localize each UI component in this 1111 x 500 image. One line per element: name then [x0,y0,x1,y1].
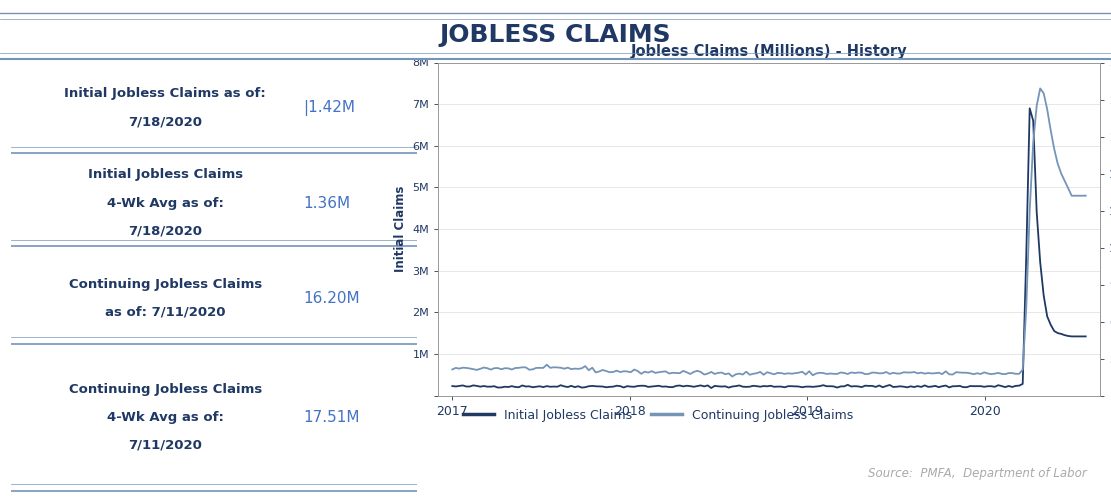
Text: 1.36M: 1.36M [303,196,350,210]
Text: as of: 7/11/2020: as of: 7/11/2020 [106,306,226,319]
Y-axis label: Initial Claims: Initial Claims [393,186,407,272]
Text: 4-Wk Avg as of:: 4-Wk Avg as of: [107,410,223,424]
Text: 17.51M: 17.51M [303,410,360,424]
Text: 7/18/2020: 7/18/2020 [128,116,202,128]
Text: 4-Wk Avg as of:: 4-Wk Avg as of: [107,196,223,209]
Text: 7/18/2020: 7/18/2020 [128,224,202,237]
Legend: Initial Jobless Claims, Continuing Jobless Claims: Initial Jobless Claims, Continuing Joble… [458,404,858,427]
Text: JOBLESS CLAIMS: JOBLESS CLAIMS [440,23,671,47]
Text: Continuing Jobless Claims: Continuing Jobless Claims [69,278,262,290]
Text: Initial Jobless Claims: Initial Jobless Claims [88,168,243,181]
Text: 16.20M: 16.20M [303,290,360,306]
Text: Initial Jobless Claims as of:: Initial Jobless Claims as of: [64,88,267,101]
Text: Source:  PMFA,  Department of Labor: Source: PMFA, Department of Labor [868,467,1087,480]
Text: |1.42M: |1.42M [303,100,356,116]
Text: 7/11/2020: 7/11/2020 [128,439,202,452]
Title: Jobless Claims (Millions) - History: Jobless Claims (Millions) - History [631,44,908,59]
Text: Continuing Jobless Claims: Continuing Jobless Claims [69,382,262,396]
